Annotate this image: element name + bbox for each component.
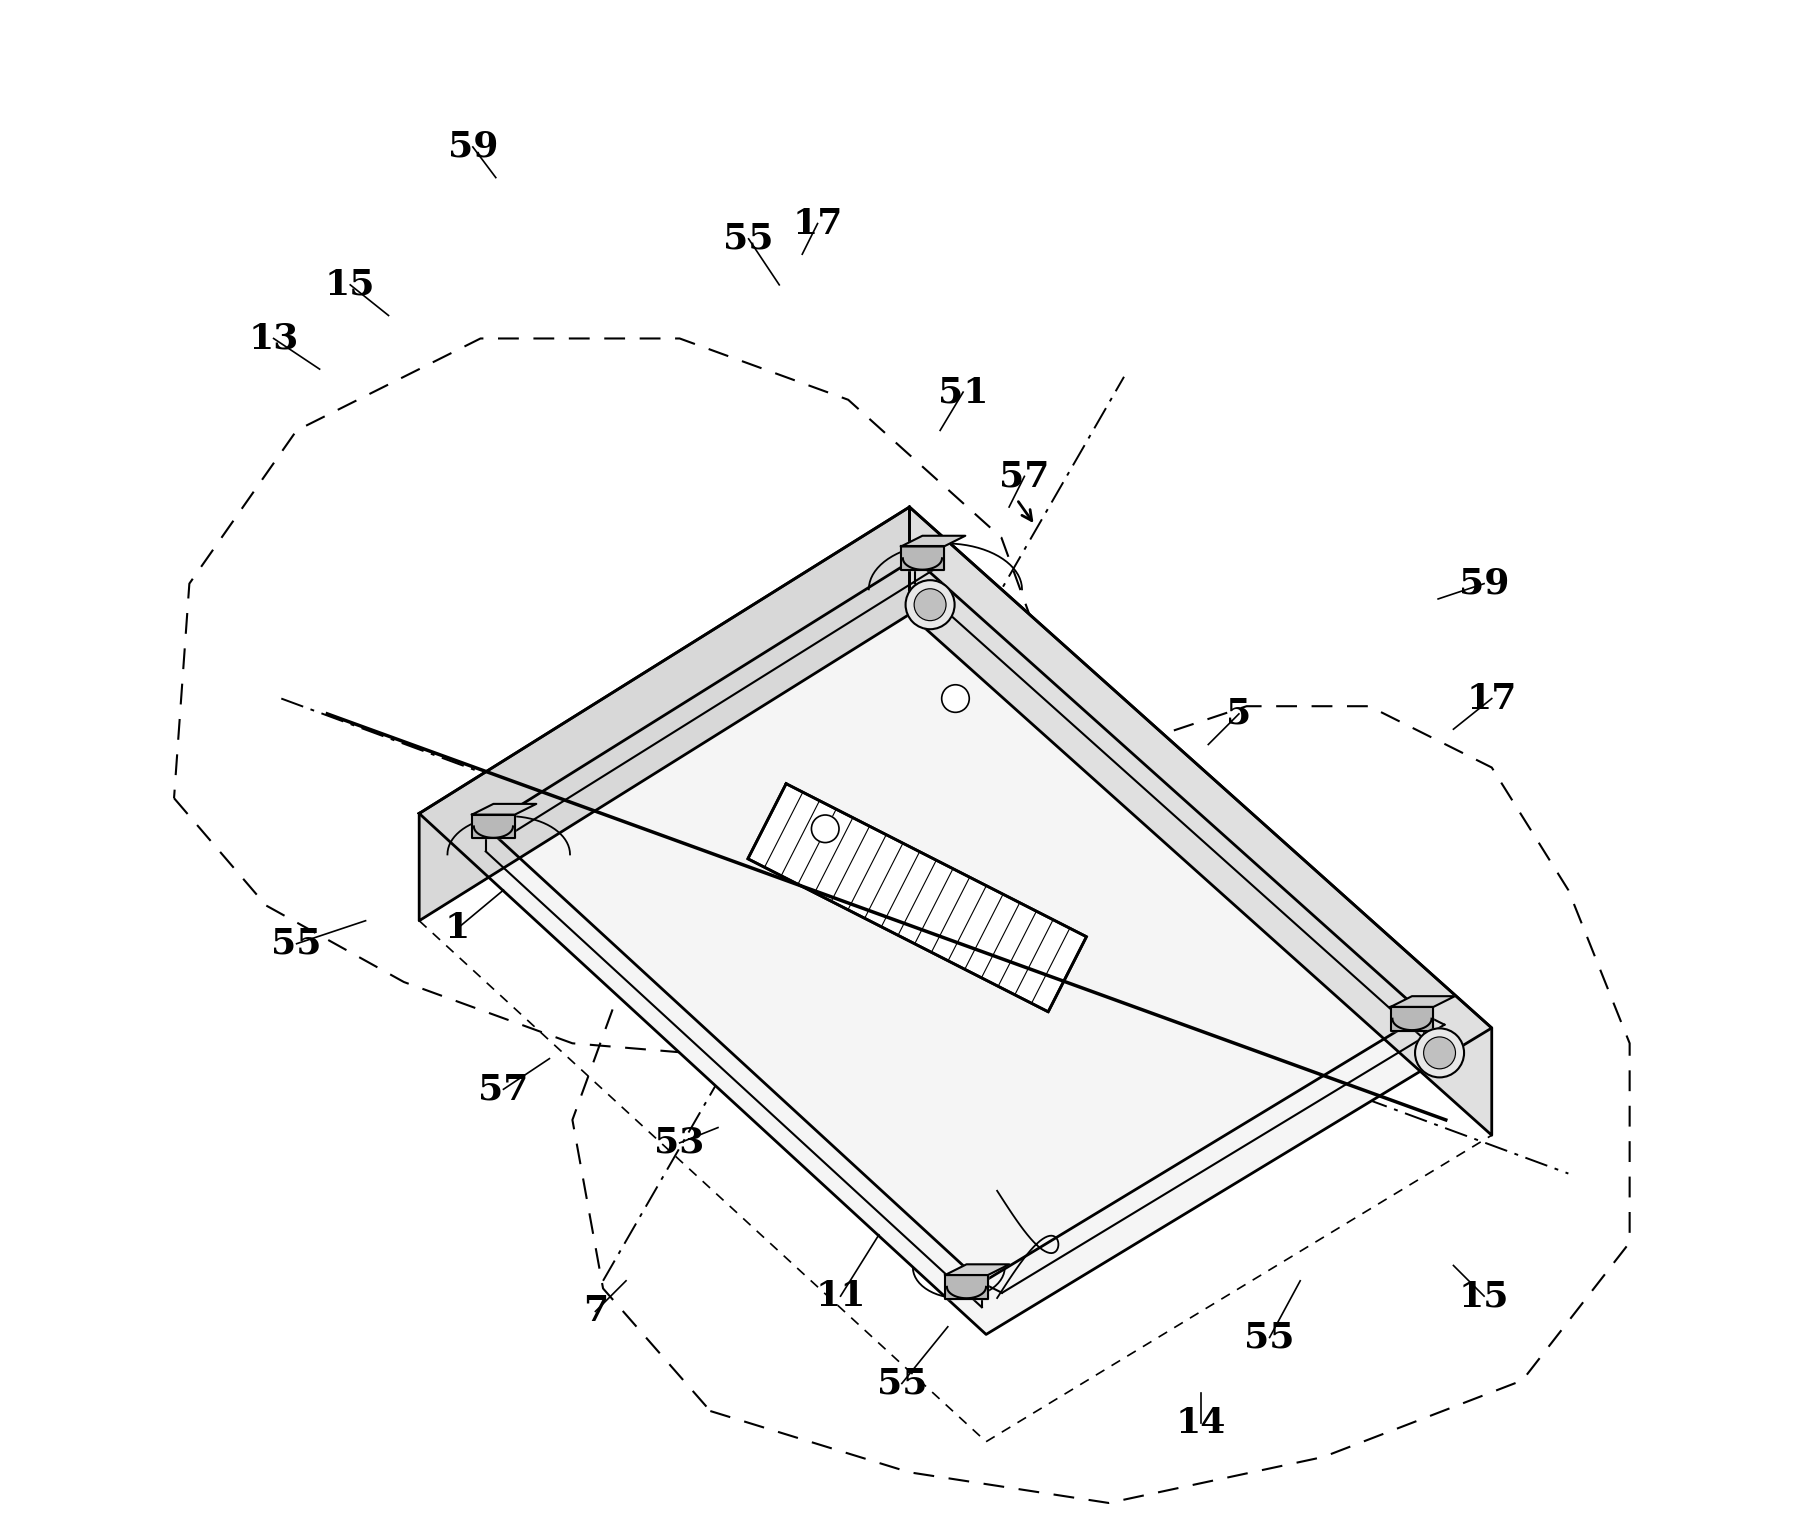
Text: 15: 15 bbox=[1459, 1279, 1510, 1312]
Text: 13: 13 bbox=[249, 321, 298, 356]
Text: 53: 53 bbox=[655, 1125, 704, 1160]
Circle shape bbox=[811, 815, 839, 843]
Circle shape bbox=[915, 589, 946, 620]
Text: 1: 1 bbox=[446, 912, 469, 946]
Polygon shape bbox=[418, 507, 910, 921]
Text: 59: 59 bbox=[447, 130, 498, 164]
Polygon shape bbox=[900, 536, 966, 546]
Polygon shape bbox=[946, 1276, 988, 1299]
Text: 17: 17 bbox=[793, 207, 842, 241]
Text: 14: 14 bbox=[1175, 1406, 1226, 1440]
Polygon shape bbox=[748, 784, 1086, 1012]
Circle shape bbox=[942, 685, 970, 712]
Text: 55: 55 bbox=[877, 1366, 928, 1400]
Text: 55: 55 bbox=[271, 927, 322, 961]
Text: 5: 5 bbox=[1226, 697, 1251, 731]
Circle shape bbox=[906, 580, 955, 629]
Polygon shape bbox=[471, 815, 515, 838]
Text: 55: 55 bbox=[724, 223, 773, 256]
Text: 57: 57 bbox=[999, 459, 1050, 493]
Polygon shape bbox=[418, 507, 1492, 1334]
Polygon shape bbox=[910, 507, 1492, 1136]
Polygon shape bbox=[1390, 996, 1455, 1007]
Text: 51: 51 bbox=[939, 375, 988, 410]
Polygon shape bbox=[900, 546, 944, 569]
Text: 11: 11 bbox=[815, 1279, 866, 1312]
Text: 57: 57 bbox=[478, 1073, 529, 1107]
Text: 55: 55 bbox=[1244, 1320, 1295, 1354]
Polygon shape bbox=[471, 804, 537, 815]
Polygon shape bbox=[1390, 1007, 1433, 1030]
Circle shape bbox=[1424, 1038, 1455, 1068]
Text: 15: 15 bbox=[326, 267, 375, 302]
Polygon shape bbox=[946, 1265, 1010, 1276]
Text: 7: 7 bbox=[582, 1294, 608, 1328]
Text: 59: 59 bbox=[1459, 566, 1510, 600]
Text: 17: 17 bbox=[1466, 682, 1517, 715]
Circle shape bbox=[1415, 1028, 1464, 1078]
